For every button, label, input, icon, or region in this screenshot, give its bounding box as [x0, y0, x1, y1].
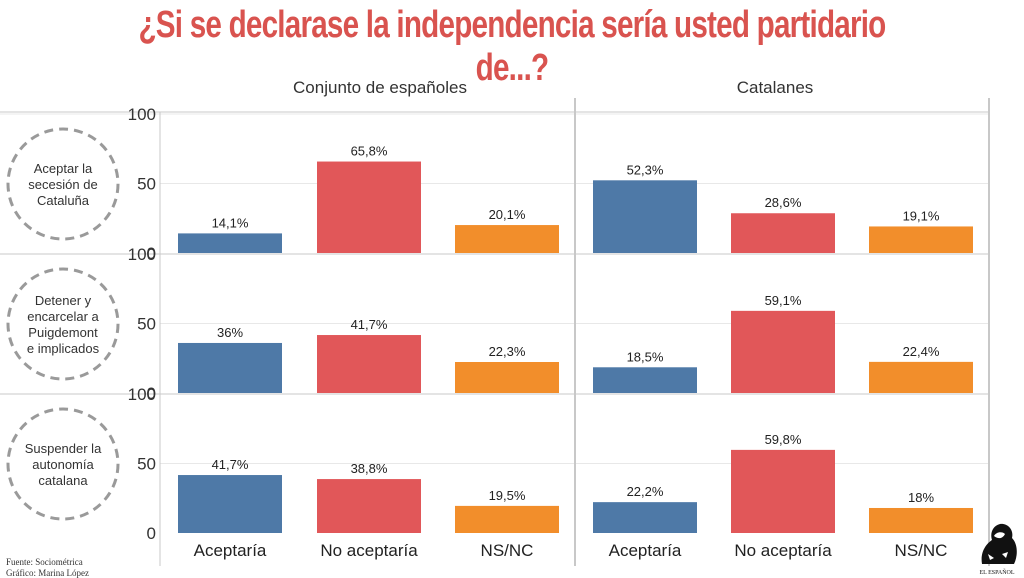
- y-tick-label: 0: [147, 524, 156, 543]
- row-label-line: Suspender la: [25, 441, 102, 456]
- data-label: 36%: [217, 325, 243, 340]
- y-tick-label: 0: [147, 244, 156, 263]
- data-label: 14,1%: [212, 215, 249, 230]
- bar: [593, 180, 697, 253]
- row-label-line: encarcelar a: [27, 309, 99, 324]
- bar: [593, 367, 697, 393]
- bar: [869, 226, 973, 253]
- bar: [731, 310, 835, 393]
- data-label: 52,3%: [627, 162, 664, 177]
- bar: [317, 335, 421, 393]
- bar: [317, 479, 421, 533]
- logo-wordmark: EL ESPAÑOL: [979, 568, 1014, 576]
- data-label: 18,5%: [627, 349, 664, 364]
- y-tick-label: 50: [137, 455, 156, 474]
- data-label: 41,7%: [212, 457, 249, 472]
- y-tick-label: 50: [137, 315, 156, 334]
- x-tick-label: No aceptaría: [320, 541, 418, 560]
- data-label: 19,1%: [903, 208, 940, 223]
- data-label: 20,1%: [489, 207, 526, 222]
- data-label: 28,6%: [765, 195, 802, 210]
- row-label-line: Cataluña: [37, 193, 90, 208]
- bar: [455, 362, 559, 393]
- bar: [178, 233, 282, 253]
- row-label-circle: [6, 407, 120, 521]
- data-label: 22,3%: [489, 344, 526, 359]
- bar: [455, 225, 559, 253]
- data-label: 38,8%: [351, 461, 388, 476]
- row-label-line: Aceptar la: [34, 161, 93, 176]
- y-tick-label: 100: [128, 105, 156, 124]
- row-label-line: autonomía: [32, 457, 94, 472]
- y-tick-label: 100: [128, 385, 156, 404]
- row-label-line: catalana: [38, 473, 88, 488]
- footer-source: Fuente: Sociométrica: [6, 557, 83, 567]
- data-label: 22,2%: [627, 484, 664, 499]
- bar: [869, 507, 973, 533]
- chart-title: ¿Si se declarase la independencia sería …: [138, 4, 886, 89]
- row-label-circle: [6, 127, 120, 241]
- y-tick-label: 50: [137, 175, 156, 194]
- bar: [731, 449, 835, 533]
- data-label: 19,5%: [489, 488, 526, 503]
- bar: [869, 361, 973, 393]
- column-header: Conjunto de españoles: [293, 78, 467, 97]
- lion-logo: EL ESPAÑOL: [979, 523, 1017, 576]
- x-tick-label: No aceptaría: [734, 541, 832, 560]
- y-tick-label: 0: [147, 384, 156, 403]
- row-label-line: Detener y: [35, 293, 92, 308]
- bar: [593, 502, 697, 533]
- x-tick-label: NS/NC: [481, 541, 534, 560]
- data-label: 65,8%: [351, 144, 388, 159]
- data-label: 59,1%: [765, 293, 802, 308]
- bar: [178, 475, 282, 533]
- data-label: 59,8%: [765, 432, 802, 447]
- data-label: 22,4%: [903, 344, 940, 359]
- x-tick-label: NS/NC: [895, 541, 948, 560]
- lion-icon: [981, 523, 1017, 564]
- bar: [317, 161, 421, 253]
- bar: [731, 213, 835, 253]
- x-tick-label: Aceptaría: [609, 541, 682, 560]
- row-label-line: e implicados: [27, 341, 100, 356]
- x-tick-label: Aceptaría: [194, 541, 267, 560]
- footer-credit: Gráfico: Marina López: [6, 568, 89, 578]
- row-label-line: secesión de: [28, 177, 97, 192]
- y-tick-label: 100: [128, 245, 156, 264]
- data-label: 18%: [908, 490, 934, 505]
- row-label-line: Puigdemont: [28, 325, 98, 340]
- row-label-circle: [6, 267, 120, 381]
- bar: [455, 505, 559, 533]
- bar: [178, 342, 282, 393]
- column-header: Catalanes: [737, 78, 814, 97]
- data-label: 41,7%: [351, 317, 388, 332]
